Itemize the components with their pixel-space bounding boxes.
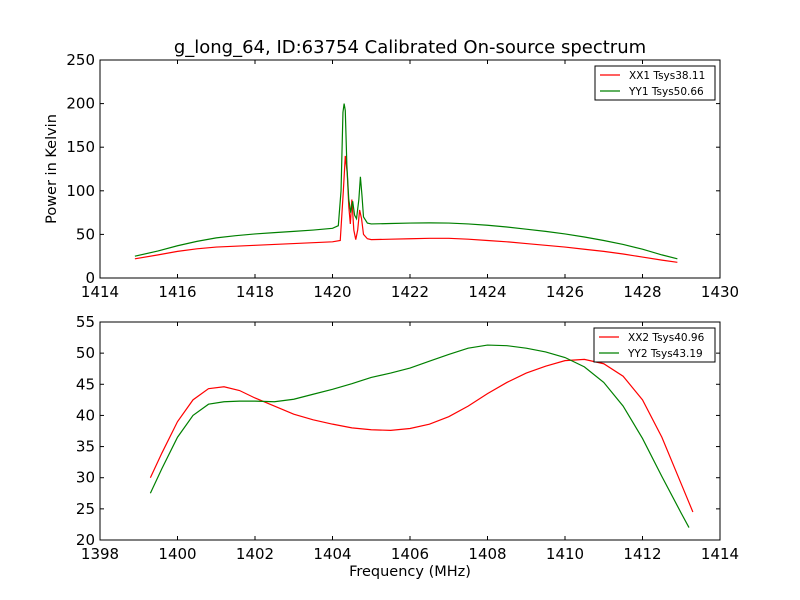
legend-label: XX1 Tsys38.11 (629, 70, 705, 82)
chart-title: g_long_64, ID:63754 Calibrated On-source… (174, 37, 646, 58)
y-tick-label: 50 (76, 344, 95, 362)
x-tick-label: 1430 (701, 283, 739, 301)
top-panel: 1414 1416 1418 1420 1422 1424 1426 1428 1430 0 50 1… (44, 51, 739, 301)
legend-box (594, 65, 716, 101)
legend-box (593, 327, 716, 363)
x-tick-label: 1398 (81, 545, 119, 563)
y-tick-label: 35 (76, 438, 95, 456)
x-tick-label: 1410 (546, 545, 584, 563)
y-tick-label: 0 (85, 269, 95, 287)
y-tick-label: 100 (66, 182, 95, 200)
y-tick-label: 40 (76, 406, 95, 424)
x-tick-label: 1400 (158, 545, 196, 563)
x-axis-label: Frequency (MHz) (349, 564, 471, 580)
y-tick-label: 200 (66, 95, 95, 113)
x-tick-label: 1414 (81, 283, 119, 301)
x-tick-label: 1424 (468, 283, 506, 301)
series-line-2-2 (149, 344, 690, 528)
legend-label: YY2 Tsys43.19 (627, 348, 703, 360)
y-tick-label: 150 (66, 138, 95, 156)
legend-label: XX2 Tsys40.96 (628, 332, 705, 344)
series-line-2-1 (149, 358, 694, 513)
x-tick-label: 1422 (391, 283, 429, 301)
y-tick-label: 50 (76, 225, 95, 243)
y-tick-label: 55 (76, 313, 95, 331)
x-tick-label: 1418 (236, 283, 274, 301)
y-tick-label: 45 (76, 375, 95, 393)
x-tick-label: 1420 (313, 283, 351, 301)
x-tick-label: 1402 (236, 545, 274, 563)
y-tick-label: 250 (66, 51, 95, 69)
legend: XX2 Tsys40.96 YY2 Tsys43.19 (593, 327, 716, 363)
bottom-panel: 1398 1400 1402 1404 1406 1408 1410 1412 1414 20 25… (76, 313, 739, 580)
legend: XX1 Tsys38.11 YY1 Tsys50.66 (594, 65, 716, 101)
x-tick-label: 1414 (701, 545, 739, 563)
x-tick-label: 1404 (313, 545, 351, 563)
y-tick-label: 30 (76, 469, 95, 487)
x-tick-label: 1412 (623, 545, 661, 563)
x-tick-label: 1408 (468, 545, 506, 563)
legend-label: YY1 Tsys50.66 (628, 86, 704, 98)
x-tick-label: 1416 (158, 283, 196, 301)
x-tick-label: 1406 (391, 545, 429, 563)
series-line-1-2 (134, 103, 678, 260)
y-axis-label: Power in Kelvin (44, 114, 60, 224)
x-tick-label: 1426 (546, 283, 584, 301)
y-tick-label: 25 (76, 500, 95, 518)
x-tick-label: 1428 (623, 283, 661, 301)
y-tick-label: 20 (76, 531, 95, 549)
series-line-1-1 (134, 155, 678, 263)
